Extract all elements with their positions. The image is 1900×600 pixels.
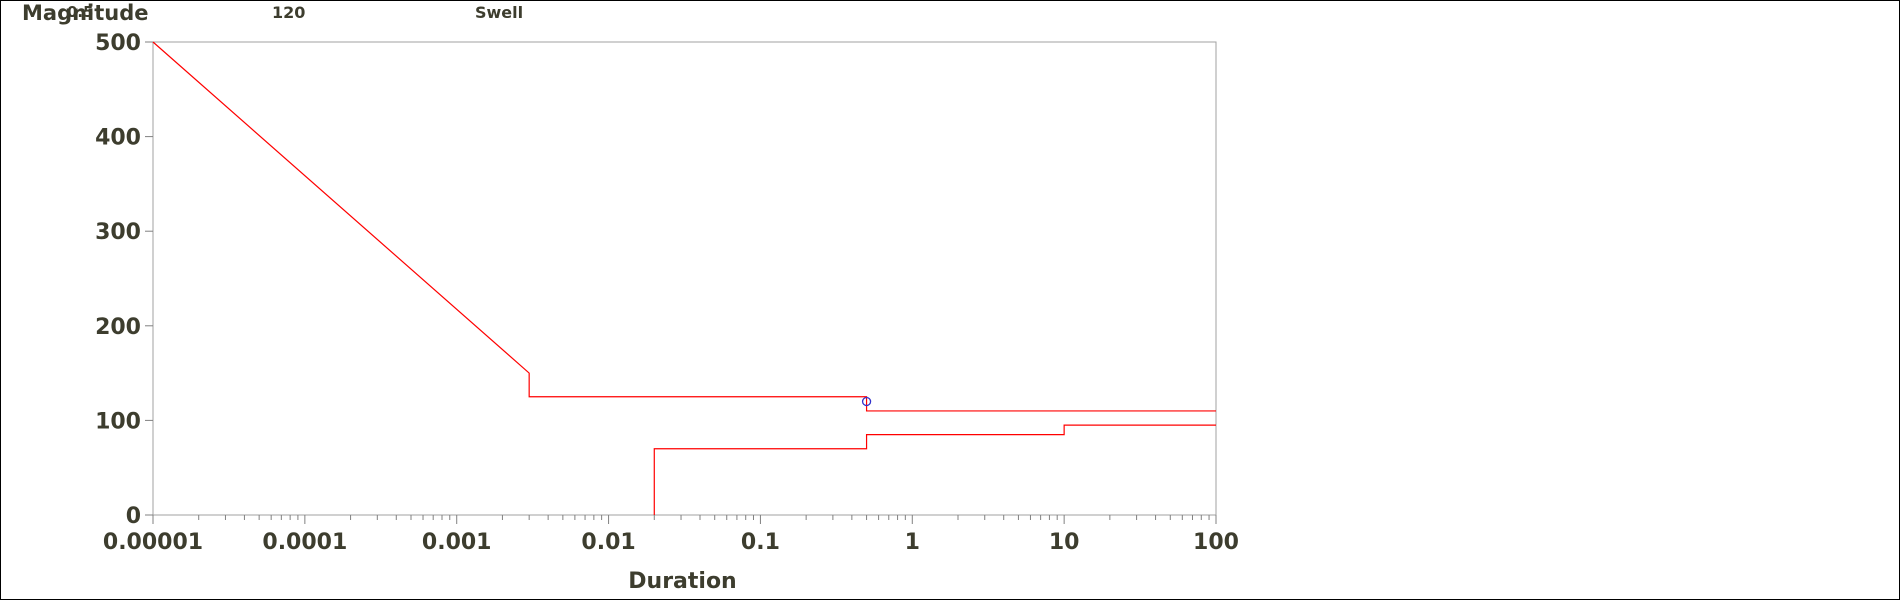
y-tick-label: 500	[95, 31, 141, 56]
y-tick-label: 200	[95, 315, 141, 340]
series-layer	[152, 41, 1216, 515]
x-tick-label: 1	[905, 530, 920, 555]
plot-area	[152, 41, 1217, 516]
y-tick-label: 300	[95, 220, 141, 245]
data-point-marker	[861, 396, 872, 407]
y-tick-label: 0	[126, 504, 141, 529]
series-line-2	[653, 424, 1216, 515]
x-tick-label: 100	[1193, 530, 1239, 555]
y-tick-label: 400	[95, 126, 141, 151]
points-layer	[861, 396, 872, 407]
y-axis: 0 100 200 300 400 500	[95, 31, 153, 529]
series-line-1	[152, 41, 1216, 412]
x-tick-label: 10	[1049, 530, 1080, 555]
header-event-type: Swell	[475, 3, 524, 22]
header-value-b: 120	[272, 3, 306, 22]
x-axis: 0.00001 0.0001 0.001 0.01 0.1 1 10 100	[103, 515, 1239, 555]
y-tick-label: 100	[95, 409, 141, 434]
x-tick-label: 0.1	[741, 530, 780, 555]
x-tick-label: 0.001	[422, 530, 492, 555]
x-tick-label: 0.00001	[103, 530, 203, 555]
header-value-a: 0.5	[67, 3, 94, 21]
y-axis-title: Magnitude	[22, 1, 149, 25]
x-axis-title: Duration	[628, 569, 736, 594]
x-minor-ticks	[198, 515, 1210, 520]
x-tick-label: 0.0001	[262, 530, 347, 555]
x-tick-label: 0.01	[581, 530, 635, 555]
